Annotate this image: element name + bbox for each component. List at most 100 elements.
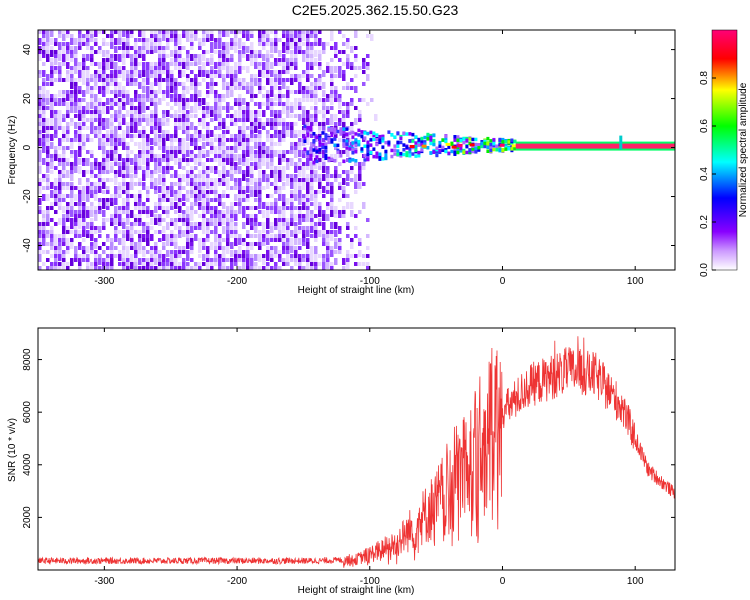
spectrogram-cell: [106, 78, 110, 85]
spectrogram-cell: [70, 54, 74, 58]
spectrogram-cell: [46, 206, 50, 213]
spectrogram-cell: [294, 162, 298, 169]
spectrogram-cell: [198, 174, 202, 181]
spectrogram-cell: [114, 126, 118, 130]
spectrogram-cell: [142, 106, 146, 113]
spectrogram-cell: [82, 258, 86, 262]
spectrogram-cell: [346, 234, 350, 238]
spectrogram-cell: [294, 62, 298, 66]
spectrogram-cell: [110, 78, 114, 82]
spectrogram-cell: [310, 190, 314, 194]
spectrogram-cell: [158, 230, 162, 234]
spectrogram-cell: [182, 174, 186, 178]
spectrogram-cell: [324, 136, 328, 140]
spectrogram-cell: [190, 150, 194, 157]
spectrogram-cell: [186, 86, 190, 90]
spectrogram-cell: [274, 166, 278, 170]
spectrogram-cell: [298, 30, 302, 34]
spectrogram-cell: [222, 166, 226, 170]
spectrogram-cell: [202, 122, 206, 129]
spectrogram-cell: [142, 262, 146, 266]
spectrogram-cell: [182, 70, 186, 77]
spectrogram-cell: [230, 38, 234, 42]
spectrogram-cell: [62, 138, 66, 142]
spectrogram-cell: [254, 262, 258, 266]
spectrogram-cell: [38, 50, 42, 57]
spectrogram-cell: [282, 94, 286, 98]
spectrogram-cell: [170, 146, 174, 150]
spectrogram-cell: [114, 246, 118, 250]
spectrogram-cell: [366, 62, 370, 66]
spectrogram-cell: [122, 30, 126, 37]
spectrogram-cell: [238, 78, 242, 82]
spectrogram-cell: [309, 153, 313, 158]
spectrogram-cell: [46, 50, 50, 57]
spectrogram-cell: [399, 140, 403, 145]
spectrogram-cell: [146, 42, 150, 49]
spectrogram-cell: [58, 78, 62, 82]
spectrogram-cell: [258, 142, 262, 149]
spectrogram-cell: [78, 142, 82, 146]
spectrogram-cell: [98, 98, 102, 102]
spectrogram-cell: [238, 254, 242, 258]
spectrogram-cell: [318, 182, 322, 189]
spectrogram-cell: [315, 159, 319, 164]
spectrogram-cell: [86, 170, 90, 174]
spectrogram-cell: [294, 146, 298, 150]
spectrogram-cell: [170, 250, 174, 257]
spectrogram-cell: [218, 118, 222, 122]
spectrogram-cell: [290, 266, 294, 270]
spectrogram-cell: [366, 54, 370, 58]
spectrogram-cell: [218, 42, 222, 49]
spectrogram-cell: [158, 134, 162, 141]
spectrogram-cell: [134, 242, 138, 246]
spectrogram-cell: [166, 262, 170, 269]
spectrogram-cell: [266, 122, 270, 126]
spectrogram-cell: [94, 106, 98, 113]
spectrogram-cell: [238, 206, 242, 210]
spectrogram-cell: [38, 94, 42, 98]
spectrogram-cell: [210, 222, 214, 226]
spectrogram-cell: [266, 90, 270, 97]
spectrogram-cell: [122, 114, 126, 118]
spectrogram-cell: [326, 186, 330, 190]
spectrogram-cell: [138, 238, 142, 245]
spectrogram-cell: [310, 42, 314, 46]
spectrogram-cell: [146, 258, 150, 265]
spectrogram-cell: [266, 158, 270, 162]
spectrogram-cell: [513, 139, 517, 144]
spectrogram-cell: [194, 58, 198, 62]
spectrogram-cell: [322, 194, 326, 198]
spectrogram-cell: [326, 170, 330, 174]
spectrogram-cell: [366, 131, 370, 136]
spectrogram-cell: [90, 242, 94, 249]
spectrogram-cell: [218, 154, 222, 158]
spectrogram-cell: [98, 138, 102, 142]
spectrogram-cell: [94, 210, 98, 214]
spectrogram-cell: [206, 142, 210, 146]
spectrogram-cell: [138, 158, 142, 165]
spectrogram-cell: [210, 90, 214, 94]
spectrogram-cell: [186, 158, 190, 165]
spectrogram-cell: [238, 38, 242, 42]
spectrogram-cell: [162, 262, 166, 269]
spectrogram-cell: [302, 42, 306, 46]
spectrogram-cell: [274, 174, 278, 178]
spectrogram-cell: [154, 242, 158, 246]
spectrogram-cell: [357, 128, 361, 133]
spectrogram-cell: [94, 230, 98, 234]
spectrogram-cell: [78, 134, 82, 141]
spectrogram-cell: [178, 206, 182, 213]
spectrogram-cell: [298, 166, 302, 173]
spectrogram-cell: [102, 50, 106, 57]
spectrogram-cell: [90, 34, 94, 38]
spectrogram-cell: [310, 218, 314, 225]
spectrogram-cell: [206, 38, 210, 42]
spectrogram-cell: [312, 143, 316, 147]
spectrogram-cell: [222, 142, 226, 146]
spectrogram-cell: [441, 148, 445, 152]
spectrogram-cell: [78, 86, 82, 90]
spectrogram-cell: [122, 178, 126, 182]
spectrogram-cell: [290, 62, 294, 66]
spectrogram-cell: [214, 226, 218, 230]
